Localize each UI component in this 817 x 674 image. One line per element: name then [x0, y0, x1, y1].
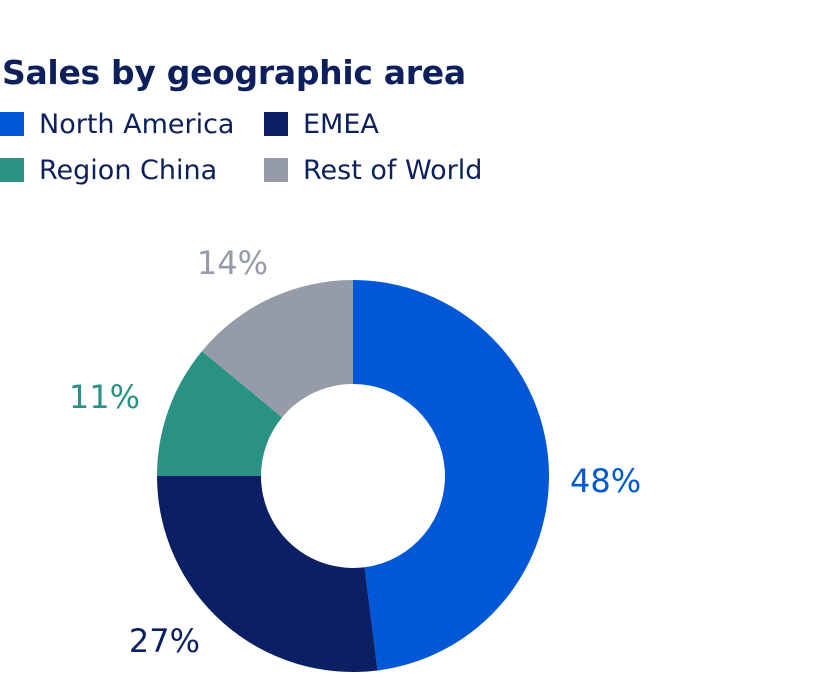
- slice-label-rest-of-world: 14%: [197, 244, 268, 282]
- legend-swatch-north-america: [0, 112, 24, 136]
- legend-label-rest-of-world: Rest of World: [303, 154, 483, 186]
- slice-emea: [157, 476, 378, 672]
- slice-label-emea: 27%: [129, 622, 200, 660]
- legend-item-rest-of-world: Rest of World: [264, 150, 482, 190]
- legend-item-emea: EMEA: [264, 104, 379, 144]
- legend-swatch-region-china: [0, 158, 24, 182]
- donut-slices: [157, 280, 549, 672]
- slice-north-america: [353, 280, 549, 671]
- legend-label-region-china: Region China: [39, 154, 218, 186]
- slice-region-china: [157, 351, 283, 476]
- slice-rest-of-world: [201, 280, 353, 418]
- legend-swatch-emea: [264, 112, 288, 136]
- slice-label-north-america: 48%: [570, 462, 641, 500]
- chart-title: Sales by geographic area: [2, 53, 466, 92]
- slice-label-region-china: 11%: [69, 378, 140, 416]
- legend-item-north-america: North America: [0, 104, 234, 144]
- legend-item-region-china: Region China: [0, 150, 217, 190]
- legend-swatch-rest-of-world: [264, 158, 288, 182]
- slice-labels: 48% 27% 11% 14%: [69, 244, 641, 660]
- legend-label-north-america: North America: [39, 108, 235, 140]
- legend-label-emea: EMEA: [303, 108, 379, 140]
